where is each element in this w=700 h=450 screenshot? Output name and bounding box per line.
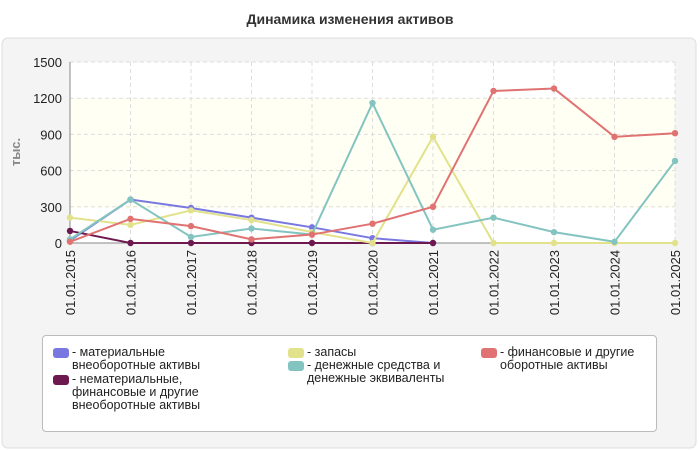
point (550, 228, 558, 236)
point (66, 238, 74, 245)
point (429, 226, 437, 233)
point (127, 215, 134, 223)
x-tick-label: 01.01.2018 (245, 250, 260, 315)
x-tick-label: 01.01.2023 (547, 250, 562, 315)
legend-item: - материальные внеоборотные активы (53, 346, 243, 372)
point (187, 207, 195, 214)
x-tick-label: 01.01.2021 (426, 250, 441, 315)
legend-item: - запасы (288, 346, 448, 359)
y-tick-label: 1500 (33, 55, 62, 70)
legend-swatch (53, 348, 69, 358)
x-tick-label: 01.01.2016 (124, 250, 139, 315)
point (671, 129, 679, 137)
legend-label: - финансовые и другие оборотные активы (500, 345, 635, 372)
legend-item: - финансовые и другие оборотные активы (481, 346, 651, 372)
x-tick-label: 01.01.2019 (305, 250, 320, 315)
point (671, 157, 679, 165)
x-tick-label: 01.01.2020 (366, 250, 381, 315)
chart-title: Динамика изменения активов (246, 11, 453, 27)
legend-label: - нематериальные, финансовые и другие вн… (72, 372, 201, 412)
point (429, 203, 437, 210)
y-tick-label: 1200 (33, 91, 62, 106)
point (429, 133, 437, 141)
legend-item: - нематериальные, финансовые и другие вн… (53, 373, 243, 412)
point (308, 239, 316, 247)
legend-swatch (288, 361, 304, 371)
point (66, 227, 74, 235)
legend-swatch (481, 348, 497, 358)
y-tick-label: 0 (55, 236, 62, 251)
x-tick-label: 01.01.2025 (668, 250, 683, 315)
point (308, 231, 316, 238)
point (187, 222, 195, 230)
y-tick-label: 900 (40, 127, 62, 142)
point (490, 214, 497, 221)
legend-swatch (53, 375, 69, 385)
point (248, 216, 255, 224)
point (490, 239, 497, 247)
legend-label: - запасы (307, 345, 357, 359)
point (248, 236, 255, 243)
legend-item: - денежные средства и денежные эквивален… (288, 359, 448, 385)
point (369, 239, 376, 247)
point (369, 99, 376, 107)
legend-swatch (288, 348, 304, 358)
x-tick-label: 01.01.2022 (487, 250, 502, 315)
y-tick-label: 600 (40, 164, 62, 179)
x-tick-label: 01.01.2024 (608, 250, 623, 315)
point (248, 225, 255, 232)
point (127, 196, 134, 203)
x-tick-label: 01.01.2017 (184, 250, 199, 315)
legend-label: - денежные средства и денежные эквивален… (307, 358, 445, 385)
legend: - материальные внеоборотные активы - нема… (42, 335, 657, 432)
point (550, 85, 558, 92)
x-tick-label: 01.01.2015 (63, 250, 78, 315)
point (187, 233, 195, 241)
point (127, 239, 134, 247)
point (671, 239, 679, 247)
point (187, 239, 195, 247)
point (611, 238, 618, 245)
point (490, 87, 497, 95)
point (66, 214, 74, 221)
point (611, 133, 618, 141)
y-tick-label: 300 (40, 200, 62, 215)
y-label: тыс. (8, 138, 23, 166)
point (127, 221, 134, 229)
legend-label: - материальные внеоборотные активы (72, 345, 201, 372)
point (369, 220, 376, 227)
point (550, 239, 558, 247)
point (429, 239, 437, 247)
